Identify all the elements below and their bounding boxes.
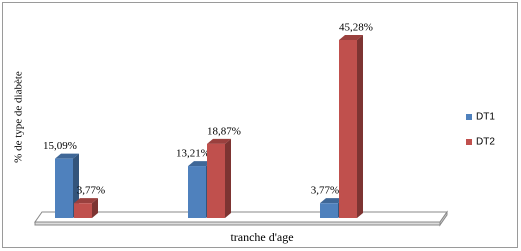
value-label: 13,21% (176, 148, 210, 160)
bar (188, 166, 206, 218)
legend-label: DT1 (476, 112, 495, 123)
bar-top (207, 138, 231, 144)
x-axis-title: tranche d'age (230, 230, 293, 244)
bar-top (320, 198, 344, 204)
floor-front (34, 221, 441, 226)
bar-top (339, 35, 363, 40)
legend-swatch (466, 139, 472, 145)
legend-swatch (466, 114, 472, 120)
bar (339, 40, 357, 218)
bar (320, 203, 338, 218)
bar (207, 143, 225, 218)
bar (55, 158, 73, 218)
value-label: 15,09% (43, 140, 77, 152)
bar-top (188, 161, 212, 167)
value-label: 45,28% (339, 22, 373, 34)
value-label: 18,87% (207, 125, 241, 137)
bar-top (55, 153, 79, 159)
legend-label: DT2 (476, 137, 495, 148)
bar-side (357, 35, 363, 218)
value-label: 3,77% (77, 185, 105, 197)
bar-top (74, 198, 98, 204)
bar (74, 203, 92, 218)
y-axis-title: % de type de diabète (13, 71, 25, 163)
bar-side (225, 138, 231, 218)
floor-side (439, 210, 448, 227)
bar-side (92, 198, 98, 218)
value-label: 3,77% (311, 185, 339, 197)
